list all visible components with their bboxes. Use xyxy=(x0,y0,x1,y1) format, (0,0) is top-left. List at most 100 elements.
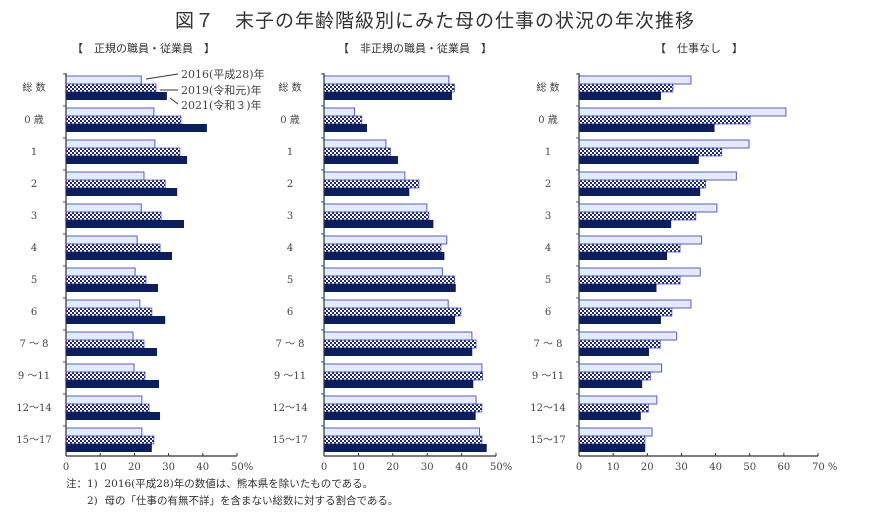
bar-6-s1 xyxy=(65,307,153,317)
legend-arrow-2016 xyxy=(145,73,179,80)
bar-1-s1 xyxy=(323,147,391,157)
bar-9～11-s1 xyxy=(65,371,146,381)
bar-7～8-s0 xyxy=(578,331,678,341)
bar-15～17-s0 xyxy=(323,427,480,437)
bar-2-s2 xyxy=(324,188,410,196)
category-label: 4 xyxy=(287,243,293,254)
bar-0歳-s2 xyxy=(324,124,367,132)
bar-総数-s1 xyxy=(65,83,157,93)
bar-9～11-s0 xyxy=(65,363,135,373)
bar-7～8-s0 xyxy=(65,331,134,341)
bar-4-s2 xyxy=(324,252,445,260)
bar-総数-s0 xyxy=(578,75,692,85)
category-label: 15～17 xyxy=(16,435,51,446)
bar-5-s2 xyxy=(579,284,657,292)
bar-6-s1 xyxy=(323,307,462,317)
legend-arrow-2021 xyxy=(169,97,179,105)
category-label: 12～14 xyxy=(530,403,565,414)
legend-label-2019: 2019(令和元)年 xyxy=(181,83,262,97)
bar-総数-s1 xyxy=(578,83,674,93)
x-tick-label: 20 xyxy=(386,462,399,473)
bar-3-s1 xyxy=(578,211,697,221)
bar-総数-s0 xyxy=(323,75,450,85)
bar-1-s2 xyxy=(324,156,398,164)
category-label: 6 xyxy=(287,307,293,318)
x-tick-label: 60 xyxy=(777,462,790,473)
x-tick-label: 20 xyxy=(128,462,141,473)
bar-12～14-s0 xyxy=(578,395,658,405)
category-label: 0 歳 xyxy=(280,114,300,126)
bar-4-s1 xyxy=(578,243,681,253)
bar-12～14-s0 xyxy=(65,395,143,405)
category-label: 0 歳 xyxy=(24,114,44,126)
bar-5-s1 xyxy=(65,275,147,285)
x-tick-label: 70 % xyxy=(812,462,837,473)
category-label: 1 xyxy=(287,147,293,158)
category-label: 12～14 xyxy=(272,403,307,414)
bar-4-s0 xyxy=(578,235,703,245)
bar-15～17-s1 xyxy=(578,435,646,445)
bar-6-s0 xyxy=(65,299,141,309)
bar-4-s2 xyxy=(579,252,668,260)
category-label: 0 歳 xyxy=(538,114,558,126)
bar-5-s0 xyxy=(65,267,136,277)
x-tick-label: 0 xyxy=(63,462,69,473)
bar-3-s2 xyxy=(66,220,184,228)
bar-0歳-s0 xyxy=(323,107,356,117)
bar-0歳-s0 xyxy=(65,107,155,117)
bar-7～8-s2 xyxy=(324,348,473,356)
category-label: 4 xyxy=(545,243,551,254)
category-label: 6 xyxy=(31,307,37,318)
bar-7～8-s1 xyxy=(578,339,661,349)
bar-12～14-s2 xyxy=(324,412,476,420)
bar-1-s1 xyxy=(65,147,181,157)
bar-0歳-s1 xyxy=(578,115,751,125)
bar-1-s0 xyxy=(578,139,750,149)
bar-1-s2 xyxy=(66,156,188,164)
bar-2-s1 xyxy=(323,179,420,189)
x-tick-label: 40 xyxy=(196,462,209,473)
bar-1-s1 xyxy=(578,147,723,157)
bar-0歳-s1 xyxy=(323,115,363,125)
category-label: 3 xyxy=(287,211,293,222)
bar-9～11-s0 xyxy=(578,363,663,373)
x-tick-label: 0 xyxy=(576,462,582,473)
category-label: 2 xyxy=(287,179,293,190)
category-label: 5 xyxy=(31,275,37,286)
x-tick-label: 50 xyxy=(743,462,756,473)
bar-0歳-s2 xyxy=(66,124,207,132)
legend-callouts: 2016(平成28)年 2019(令和元)年 2021(令和３)年 xyxy=(145,67,265,112)
bar-3-s2 xyxy=(579,220,672,228)
category-label: 1 xyxy=(31,147,37,158)
bar-6-s2 xyxy=(66,316,166,324)
x-tick-label: 50% xyxy=(231,462,253,473)
category-label: 5 xyxy=(287,275,293,286)
bar-0歳-s2 xyxy=(579,124,715,132)
bar-9～11-s0 xyxy=(323,363,483,373)
bar-2-s0 xyxy=(65,171,145,181)
x-tick-label: 50% xyxy=(490,462,512,473)
bar-7～8-s2 xyxy=(66,348,157,356)
bar-12～14-s1 xyxy=(323,403,483,413)
bar-総数-s2 xyxy=(66,92,167,100)
bar-総数-s1 xyxy=(323,83,455,93)
bar-12～14-s1 xyxy=(65,403,150,413)
bar-7～8-s1 xyxy=(65,339,145,349)
legend-label-2021: 2021(令和３)年 xyxy=(181,98,262,112)
bar-5-s2 xyxy=(66,284,158,292)
bar-3-s0 xyxy=(323,203,428,213)
chart-1: 総 数 0 歳 1 2 3 4 5 6 7 ～ 8 9 ～11 12～14 15～17 0 10 20 30 4… xyxy=(16,73,253,473)
bar-4-s2 xyxy=(66,252,173,260)
bar-6-s2 xyxy=(324,316,456,324)
category-label: 総 数 xyxy=(278,81,301,94)
x-tick-label: 40 xyxy=(455,462,468,473)
bar-2-s2 xyxy=(579,188,701,196)
bar-2-s1 xyxy=(65,179,166,189)
bar-9～11-s2 xyxy=(579,380,643,388)
bar-3-s2 xyxy=(324,220,434,228)
chart-2: 総 数 0 歳 1 2 3 4 5 6 7 ～ 8 9 ～11 12～14 15～17 0 10 20 30 4… xyxy=(272,73,512,473)
bar-15～17-s2 xyxy=(579,444,646,452)
bar-9～11-s2 xyxy=(66,380,160,388)
bar-2-s0 xyxy=(578,171,737,181)
category-label: 7 ～ 8 xyxy=(19,339,48,350)
